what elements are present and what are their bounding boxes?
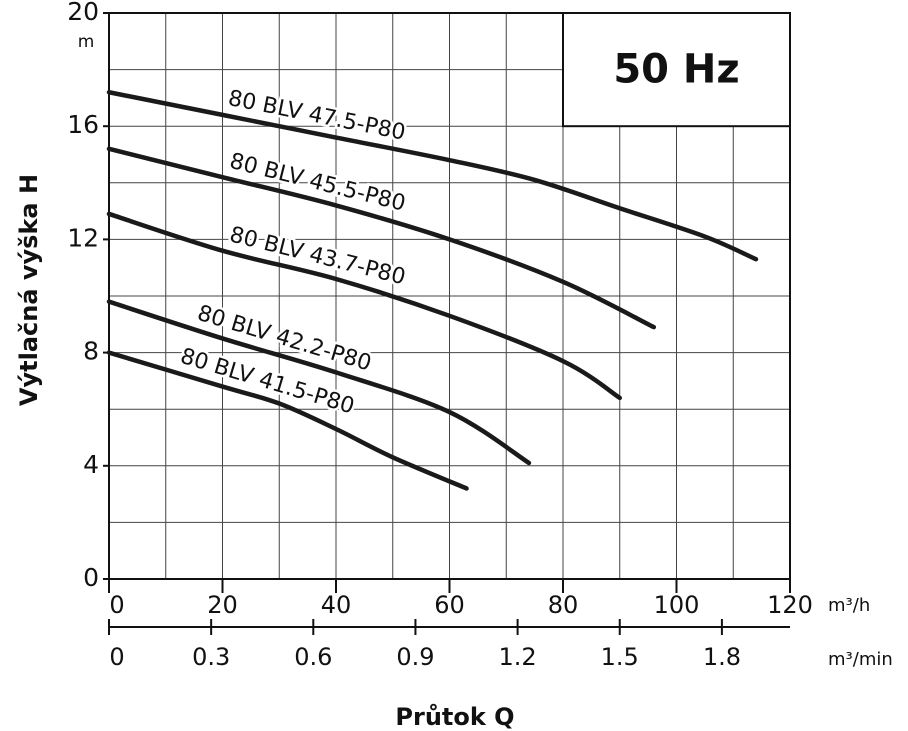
- x-tick-label: 60: [434, 591, 465, 619]
- y-axis-label: Výtlačná výška H: [15, 174, 43, 406]
- x2-tick-label: 0.6: [294, 643, 332, 671]
- x-tick-label: 0: [109, 591, 124, 619]
- x-axis-label: Průtok Q: [395, 703, 514, 731]
- title-box: [562, 12, 791, 128]
- pump-curve: [106, 299, 532, 466]
- y-tick-label: 12: [67, 223, 99, 252]
- x2-tick-label: 0.3: [192, 643, 230, 671]
- pump-curve: [106, 146, 657, 330]
- x-unit: m³/h: [828, 595, 870, 616]
- x-tick-label: 120: [767, 591, 813, 619]
- pump-curve: [106, 89, 759, 262]
- x2-tick-label: 1.5: [601, 643, 639, 671]
- x-tick-label: 100: [654, 591, 700, 619]
- pump-curve: [106, 350, 469, 491]
- y-tick-label: 8: [83, 337, 99, 366]
- x2-tick-label: 0: [109, 643, 124, 671]
- y-unit: m: [78, 32, 95, 52]
- y-tick-label: 4: [83, 450, 99, 479]
- curve-label: 80 BLV 43.7-P80: [227, 222, 408, 290]
- curve-label: 80 BLV 47.5-P80: [226, 86, 408, 146]
- pump-curve: [106, 211, 622, 401]
- chart-title: 50 Hz: [613, 47, 739, 93]
- x2-tick-label: 1.2: [499, 643, 537, 671]
- x-tick-label: 40: [321, 591, 352, 619]
- y-tick-label: 20: [67, 0, 99, 26]
- y-tick-label: 0: [83, 563, 99, 592]
- x2-tick-label: 1.8: [703, 643, 741, 671]
- x2-tick-label: 0.9: [396, 643, 434, 671]
- x2-unit: m³/min: [828, 649, 893, 670]
- y-tick-label: 16: [67, 110, 99, 139]
- x-tick-label: 80: [548, 591, 579, 619]
- x-tick-label: 20: [207, 591, 238, 619]
